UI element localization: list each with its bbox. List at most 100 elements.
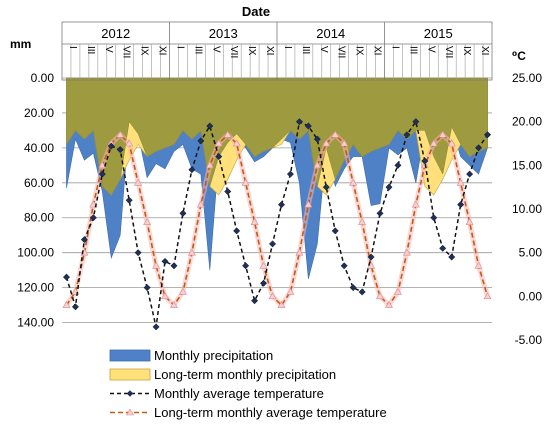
area-series bbox=[66, 77, 488, 279]
long-term-temperature-point bbox=[411, 200, 420, 208]
y-right-tick-label: 0.00 bbox=[519, 289, 543, 303]
year-label: 2015 bbox=[424, 26, 453, 41]
long-term-temperature-point bbox=[196, 200, 205, 208]
monthly-temperature-point bbox=[457, 201, 465, 209]
month-label: IX bbox=[354, 46, 365, 56]
y-right-tick-label: -5.00 bbox=[515, 333, 543, 347]
monthly-temperature-point bbox=[215, 153, 223, 161]
long-term-temperature-point bbox=[393, 287, 402, 295]
monthly-temperature-point bbox=[475, 144, 483, 152]
long-term-temperature-point bbox=[447, 139, 456, 147]
long-term-temperature-point bbox=[456, 178, 465, 186]
month-label: III bbox=[192, 46, 203, 54]
long-term-temperature-point bbox=[125, 139, 134, 147]
monthly-temperature-point bbox=[152, 323, 160, 331]
long-term-temperature-point bbox=[178, 287, 187, 295]
monthly-temperature-point bbox=[107, 142, 115, 150]
monthly-temperature-point bbox=[224, 187, 232, 196]
monthly-temperature-point bbox=[322, 183, 330, 191]
month-label: VII bbox=[336, 46, 347, 58]
long-term-temperature-point bbox=[331, 130, 340, 138]
monthly-temperature-point bbox=[295, 118, 303, 126]
long-term-temperature-point bbox=[474, 261, 483, 269]
year-label: 2014 bbox=[316, 26, 345, 41]
month-label: I bbox=[174, 46, 185, 49]
monthly-temperature-point bbox=[349, 284, 357, 292]
y-left-tick-label: 40.00 bbox=[24, 141, 54, 155]
long-term-temperature-point bbox=[340, 139, 349, 147]
long-term-temperature-line bbox=[65, 133, 489, 307]
long-term-temperature-point bbox=[160, 292, 170, 300]
long-term-temperature-point bbox=[241, 178, 250, 186]
long-term-temperature-point bbox=[483, 292, 492, 300]
long-term-temperature-point bbox=[98, 161, 107, 169]
y-left-tick-label: 120.00 bbox=[17, 281, 54, 295]
month-label: IX bbox=[246, 46, 257, 56]
month-label: I bbox=[282, 46, 293, 49]
legend-label: Long-term monthly average temperature bbox=[154, 405, 387, 420]
month-label: IX bbox=[139, 46, 150, 56]
y-left-tick-label: 0.00 bbox=[31, 71, 55, 85]
monthly-temperature-point bbox=[358, 288, 366, 296]
monthly-temperature-point bbox=[143, 284, 151, 292]
month-label: V bbox=[425, 46, 436, 53]
month-label: XI bbox=[264, 46, 275, 55]
month-label: III bbox=[300, 46, 311, 54]
monthly-temperature-point bbox=[466, 170, 474, 178]
year-label: 2012 bbox=[101, 26, 130, 41]
y-right-tick-label: 15.00 bbox=[512, 158, 542, 172]
temperature-series bbox=[62, 118, 492, 331]
monthly-temperature-point bbox=[125, 196, 133, 204]
long-term-temperature-point bbox=[134, 178, 143, 186]
legend-swatch-long-term-precipitation bbox=[109, 368, 151, 381]
y-left-tick-label: 140.00 bbox=[17, 316, 54, 330]
monthly-temperature-point bbox=[412, 118, 420, 126]
long-term-temperature-point bbox=[465, 218, 474, 225]
monthly-temperature-point bbox=[116, 146, 124, 154]
long-term-temperature-point bbox=[402, 248, 411, 256]
y-left-tick-label: 60.00 bbox=[24, 176, 54, 190]
long-term-temperature-point bbox=[223, 130, 232, 138]
monthly-temperature-line bbox=[65, 119, 489, 328]
long-term-temperature-point bbox=[429, 139, 438, 147]
monthly-temperature-point bbox=[98, 170, 106, 178]
month-label: XI bbox=[479, 46, 490, 55]
monthly-temperature-point bbox=[170, 262, 178, 270]
long-term-temperature-point bbox=[268, 292, 277, 300]
legend-marker-long-term-temperature bbox=[125, 408, 135, 416]
month-label: V bbox=[210, 46, 221, 53]
long-term-temperature-point bbox=[277, 300, 286, 308]
monthly-temperature-point bbox=[188, 166, 196, 174]
long-term-temperature-point bbox=[259, 261, 268, 269]
monthly-temperature-point bbox=[197, 137, 205, 145]
y-right-tick-label: 5.00 bbox=[519, 246, 543, 260]
y-left-axis-label: mm bbox=[10, 37, 31, 51]
long-term-temperature-point bbox=[349, 178, 358, 186]
long-term-temperature-point bbox=[250, 218, 259, 225]
y-left-tick-label: 20.00 bbox=[24, 106, 54, 120]
month-label: III bbox=[85, 46, 96, 54]
long-term-temperature-point bbox=[187, 248, 196, 256]
long-term-temperature-point bbox=[438, 130, 447, 138]
monthly-temperature-point bbox=[179, 209, 187, 217]
monthly-temperature-point bbox=[268, 240, 277, 248]
legend-label: Monthly precipitation bbox=[154, 348, 273, 363]
long-term-temperature-point bbox=[116, 130, 125, 138]
long-term-temperature-point bbox=[232, 139, 241, 147]
monthly-temperature-point bbox=[71, 303, 79, 311]
monthly-temperature-point bbox=[161, 257, 169, 265]
monthly-temperature-point bbox=[403, 131, 411, 139]
month-label: III bbox=[407, 46, 418, 54]
long-term-temperature-point bbox=[322, 139, 331, 147]
monthly-temperature-point bbox=[304, 122, 312, 130]
long-term-temperature-point bbox=[358, 218, 367, 225]
month-label: VII bbox=[443, 46, 454, 58]
y-right-axis-label: ⁰C bbox=[512, 49, 526, 63]
monthly-temperature-point bbox=[483, 131, 492, 139]
y-right-tick-label: 10.00 bbox=[512, 202, 542, 216]
monthly-temperature-point bbox=[448, 253, 456, 261]
monthly-temperature-point bbox=[394, 161, 402, 169]
long-term-temperature-point bbox=[384, 300, 394, 308]
